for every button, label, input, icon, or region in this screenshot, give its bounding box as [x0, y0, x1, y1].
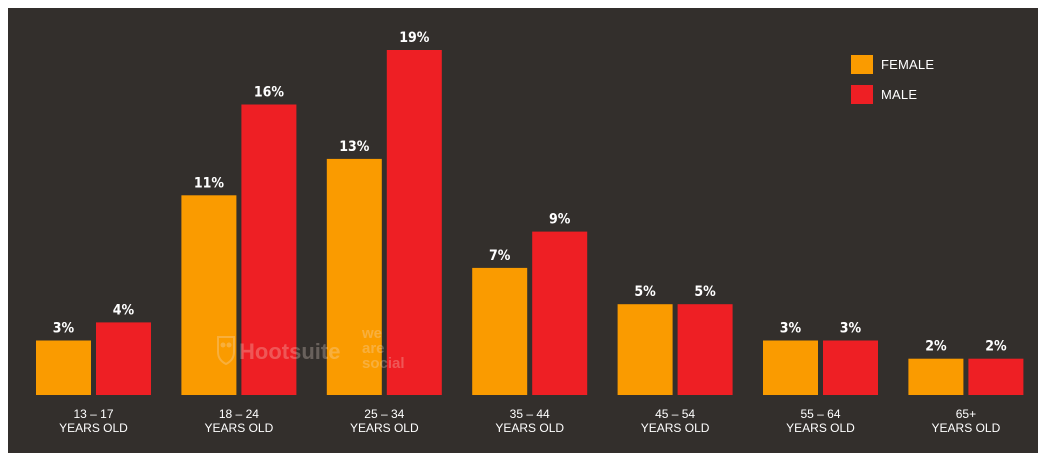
x-tick-label-1-line-2: YEARS OLD: [59, 421, 128, 435]
value-label-male-4: 9%: [549, 212, 571, 228]
watermark-partner-line-3: social: [362, 355, 405, 372]
value-label-male-2: 16%: [254, 85, 285, 101]
bar-female-7: [908, 358, 964, 395]
legend: FEMALE MALE: [851, 55, 934, 104]
bar-male-3: [386, 50, 442, 395]
value-label-male-5: 5%: [694, 284, 716, 300]
bar-male-7: [968, 358, 1024, 395]
x-tick-label-6-line-1: 55 – 64: [800, 407, 840, 421]
bar-male-2: [241, 104, 297, 395]
x-tick-label-1-line-1: 13 – 17: [73, 407, 113, 421]
bar-female-6: [763, 340, 818, 395]
x-tick-label-4-line-1: 35 – 44: [510, 407, 550, 421]
x-tick-label-3-line-2: YEARS OLD: [350, 421, 419, 435]
bar-female-4: [472, 267, 528, 395]
x-tick-label-2-line-2: YEARS OLD: [205, 421, 274, 435]
x-tick-label-6-line-2: YEARS OLD: [786, 421, 855, 435]
bar-female-3: [326, 158, 382, 395]
watermark-brand: Hootsuite: [239, 339, 340, 364]
value-label-female-6: 3%: [780, 321, 802, 337]
value-label-female-1: 3%: [53, 321, 75, 337]
watermark-partner-line-1: we: [361, 325, 382, 342]
bar-male-5: [677, 304, 733, 395]
legend-label-male: MALE: [881, 87, 917, 102]
x-tick-label-5-line-2: YEARS OLD: [641, 421, 710, 435]
value-label-male-3: 19%: [399, 30, 430, 46]
watermark: Hootsuite we are social: [217, 325, 405, 372]
bar-female-1: [36, 340, 91, 395]
value-label-female-2: 11%: [194, 175, 225, 191]
value-label-male-1: 4%: [113, 302, 135, 318]
x-tick-label-3-line-1: 25 – 34: [364, 407, 404, 421]
bar-male-1: [96, 322, 151, 395]
value-labels-layer: 3% 4% 11% 16% 13% 19% 7% 9% 5% 5% 3% 3% 2% 2%: [53, 30, 1007, 355]
bar-female-5: [617, 304, 673, 395]
value-label-female-4: 7%: [489, 248, 511, 264]
bar-female-2: [181, 195, 237, 395]
x-tick-label-7-line-1: 65+: [956, 407, 976, 421]
value-label-female-5: 5%: [634, 284, 656, 300]
x-tick-label-2-line-1: 18 – 24: [219, 407, 259, 421]
x-tick-label-5-line-1: 45 – 54: [655, 407, 695, 421]
legend-swatch-female: [851, 55, 873, 74]
bars-layer: [36, 50, 1024, 395]
watermark-partner-line-2: are: [362, 340, 385, 357]
x-tick-label-7-line-2: YEARS OLD: [932, 421, 1001, 435]
value-label-male-6: 3%: [840, 321, 862, 337]
legend-label-female: FEMALE: [881, 57, 934, 72]
value-label-male-7: 2%: [985, 339, 1007, 355]
x-tick-label-4-line-2: YEARS OLD: [495, 421, 564, 435]
legend-swatch-male: [851, 85, 873, 104]
hootsuite-owl-icon: [217, 336, 235, 366]
bar-male-6: [823, 340, 878, 395]
value-label-female-3: 13%: [339, 139, 370, 155]
value-label-female-7: 2%: [925, 339, 947, 355]
bar-male-4: [532, 231, 588, 395]
